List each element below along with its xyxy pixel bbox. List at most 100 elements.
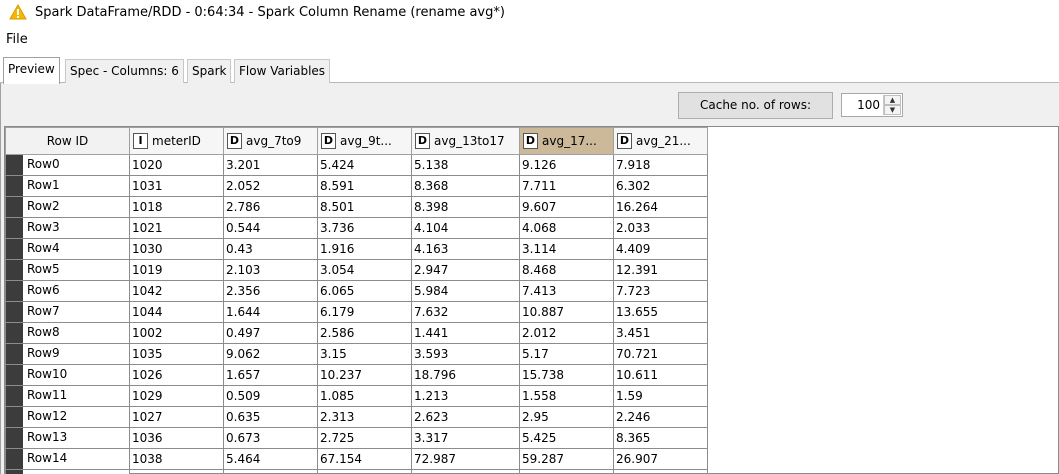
table-cell[interactable]: 1042 <box>129 280 224 302</box>
table-cell[interactable]: 7.632 <box>411 301 520 323</box>
table-cell[interactable]: 9.062 <box>223 343 318 365</box>
table-cell[interactable]: 2.947 <box>411 259 520 281</box>
table-cell[interactable]: 1035 <box>129 343 224 365</box>
table-cell[interactable]: 1031 <box>129 175 224 197</box>
table-row[interactable]: Row7 1044 1.644 6.179 7.632 10.887 13.655 <box>5 301 708 323</box>
row-id-cell[interactable]: Row8 <box>5 322 130 344</box>
table-row[interactable]: Row14 1038 5.464 67.154 72.987 59.287 26.907 <box>5 448 708 470</box>
table-cell[interactable]: 1027 <box>129 406 224 428</box>
cache-rows-value[interactable]: 100 <box>857 98 880 112</box>
table-cell[interactable]: 8.365 <box>613 427 708 449</box>
row-id-cell[interactable]: Row15 <box>5 469 130 474</box>
table-cell[interactable]: 7.63 <box>223 469 318 474</box>
table-cell[interactable]: 13.655 <box>613 301 708 323</box>
table-cell[interactable]: 1.916 <box>317 238 412 260</box>
table-cell[interactable]: 0.673 <box>223 427 318 449</box>
table-cell[interactable]: 1.213 <box>411 385 520 407</box>
row-id-cell[interactable]: Row2 <box>5 196 130 218</box>
row-id-cell[interactable]: Row9 <box>5 343 130 365</box>
table-cell[interactable]: 3.736 <box>317 217 412 239</box>
table-cell[interactable]: 0.497 <box>223 322 318 344</box>
table-row[interactable]: Row8 1002 0.497 2.586 1.441 2.012 3.451 <box>5 322 708 344</box>
table-cell[interactable]: 1.59 <box>613 385 708 407</box>
table-row[interactable]: Row13 1036 0.673 2.725 3.317 5.425 8.365 <box>5 427 708 449</box>
table-cell[interactable]: 2.95 <box>519 406 614 428</box>
table-row[interactable]: Row11 1029 0.509 1.085 1.213 1.558 1.59 <box>5 385 708 407</box>
table-cell[interactable]: 2.356 <box>223 280 318 302</box>
table-cell[interactable]: 70.721 <box>613 343 708 365</box>
table-cell[interactable]: 18.796 <box>411 364 520 386</box>
table-cell[interactable]: 6.065 <box>317 280 412 302</box>
table-cell[interactable]: 2.052 <box>223 175 318 197</box>
table-cell[interactable]: 1044 <box>129 301 224 323</box>
table-cell[interactable]: 1026 <box>129 364 224 386</box>
table-cell[interactable]: 2.786 <box>223 196 318 218</box>
table-cell[interactable]: 1.085 <box>317 385 412 407</box>
tab-spark[interactable]: Spark <box>187 59 232 83</box>
table-cell[interactable]: 67.154 <box>317 448 412 470</box>
table-cell[interactable]: 1038 <box>129 448 224 470</box>
table-cell[interactable]: 1.657 <box>223 364 318 386</box>
spinner-down-icon[interactable]: ▼ <box>884 105 901 115</box>
table-row[interactable]: Row10 1026 1.657 10.237 18.796 15.738 10.611 <box>5 364 708 386</box>
table-cell[interactable]: 1020 <box>129 154 224 176</box>
rowid-header[interactable]: Row ID <box>5 127 130 155</box>
table-cell[interactable]: 7.723 <box>613 280 708 302</box>
table-cell[interactable]: 2.246 <box>613 406 708 428</box>
table-cell[interactable]: 3.201 <box>223 154 318 176</box>
table-cell[interactable]: 0.43 <box>223 238 318 260</box>
table-cell[interactable]: 10.887 <box>519 301 614 323</box>
table-cell[interactable]: 3.15 <box>317 343 412 365</box>
table-cell[interactable]: 12.391 <box>613 259 708 281</box>
table-cell[interactable]: 6.302 <box>613 175 708 197</box>
table-cell[interactable]: 2.012 <box>519 322 614 344</box>
table-cell[interactable]: 1.558 <box>519 385 614 407</box>
tab-flow-variables[interactable]: Flow Variables <box>234 59 331 83</box>
spinner-up-icon[interactable]: ▲ <box>884 95 901 105</box>
cache-rows-spinner[interactable]: 100 ▲ ▼ <box>841 93 903 117</box>
table-row[interactable]: Row4 1030 0.43 1.916 4.163 3.114 4.409 <box>5 238 708 260</box>
table-cell[interactable]: 5.138 <box>411 154 520 176</box>
table-cell[interactable]: 7.918 <box>613 154 708 176</box>
table-cell[interactable]: 7.463 <box>317 469 412 474</box>
table-cell[interactable]: 4.068 <box>519 217 614 239</box>
row-id-cell[interactable]: Row4 <box>5 238 130 260</box>
table-cell[interactable]: 1002 <box>129 322 224 344</box>
table-cell[interactable]: 2.725 <box>317 427 412 449</box>
row-id-cell[interactable]: Row6 <box>5 280 130 302</box>
table-cell[interactable]: 3.114 <box>519 238 614 260</box>
row-id-cell[interactable]: Row3 <box>5 217 130 239</box>
table-cell[interactable]: 0.635 <box>223 406 318 428</box>
table-cell[interactable]: 1029 <box>129 385 224 407</box>
table-cell[interactable]: 6.179 <box>317 301 412 323</box>
table-row[interactable]: Row1 1031 2.052 8.591 8.368 7.711 6.302 <box>5 175 708 197</box>
table-cell[interactable]: 7.413 <box>519 280 614 302</box>
table-cell[interactable]: 5.17 <box>519 343 614 365</box>
table-row[interactable]: Row3 1021 0.544 3.736 4.104 4.068 2.033 <box>5 217 708 239</box>
row-id-cell[interactable]: Row7 <box>5 301 130 323</box>
table-row[interactable]: Row6 1042 2.356 6.065 5.984 7.413 7.723 <box>5 280 708 302</box>
file-menu[interactable]: File <box>6 32 28 47</box>
table-cell[interactable]: 5.424 <box>317 154 412 176</box>
table-cell[interactable]: 2.313 <box>317 406 412 428</box>
row-id-cell[interactable]: Row14 <box>5 448 130 470</box>
row-id-cell[interactable]: Row0 <box>5 154 130 176</box>
table-cell[interactable]: 8.398 <box>411 196 520 218</box>
table-cell[interactable]: 1018 <box>129 196 224 218</box>
table-cell[interactable]: 4.409 <box>613 238 708 260</box>
table-cell[interactable]: 7.698 <box>411 469 520 474</box>
table-cell[interactable]: 10.611 <box>613 364 708 386</box>
table-cell[interactable]: 26.907 <box>613 448 708 470</box>
table-cell[interactable]: 9.126 <box>519 154 614 176</box>
table-cell[interactable]: 9.607 <box>519 196 614 218</box>
table-cell[interactable]: 7.711 <box>519 175 614 197</box>
table-cell[interactable]: 3.593 <box>411 343 520 365</box>
row-id-cell[interactable]: Row10 <box>5 364 130 386</box>
row-id-cell[interactable]: Row13 <box>5 427 130 449</box>
table-cell[interactable]: 16.864 <box>613 469 708 474</box>
table-cell[interactable]: 1030 <box>129 238 224 260</box>
